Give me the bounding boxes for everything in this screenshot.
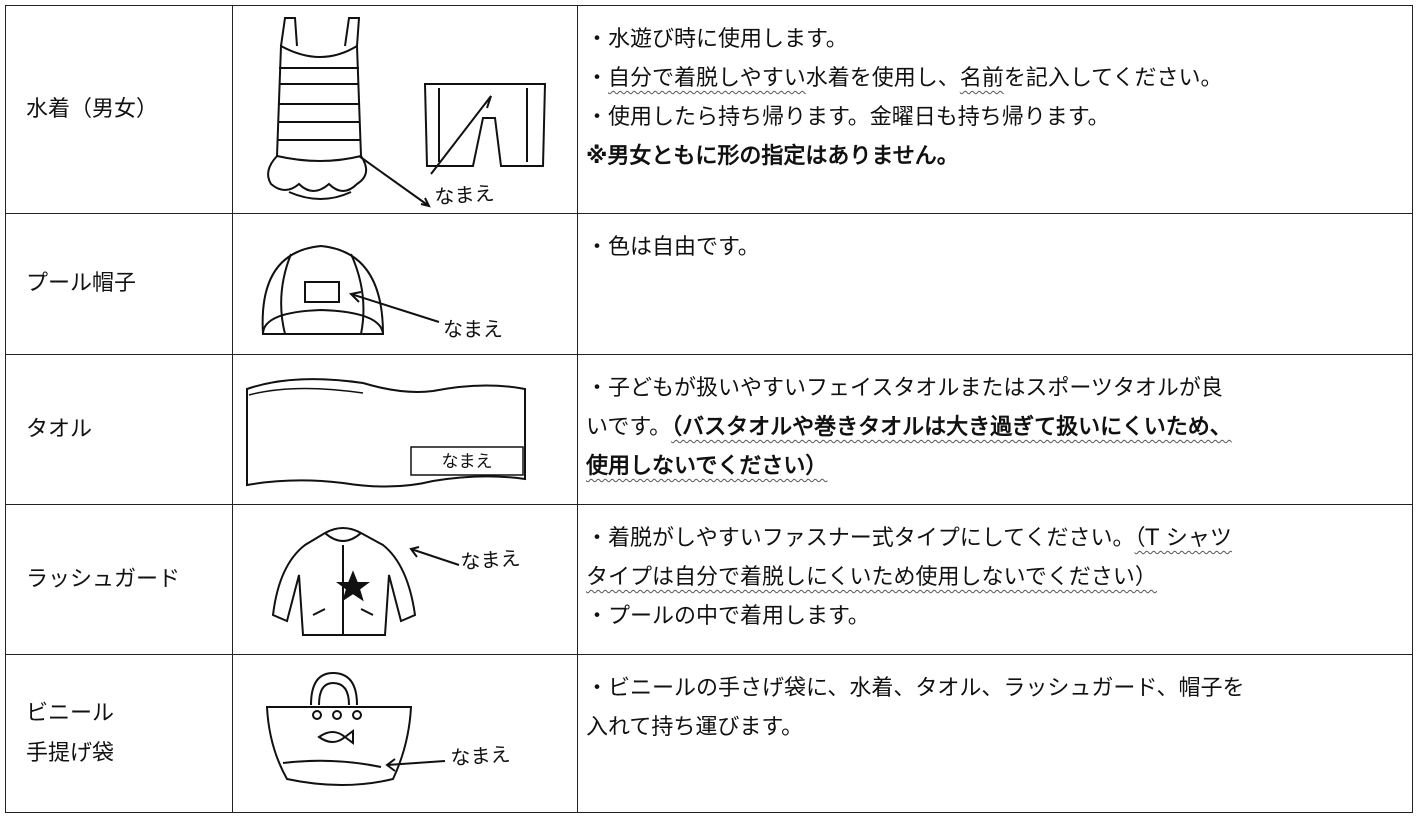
picture-cell: なまえ	[233, 505, 578, 655]
description-cell: ・ビニールの手さげ袋に、水着、タオル、ラッシュガード、帽子を 入れて持ち運びます。	[578, 655, 1413, 813]
description-text: （T シャツ	[1134, 526, 1232, 551]
description-line: ・プールの中で着用します。	[586, 597, 1412, 636]
description-line: ・自分で着脱しやすい水着を使用し、名前を記入してください。	[586, 59, 1412, 98]
picture-cell: なまえ	[233, 6, 578, 214]
description-line: タイプは自分で着脱しにくいため使用しないでください）	[586, 558, 1412, 597]
description-line: ・使用したら持ち帰ります。金曜日も持ち帰ります。	[586, 98, 1412, 137]
description-text: を記入してください。	[1003, 66, 1223, 91]
description-line: ※男女ともに形の指定はありません。	[586, 137, 1412, 176]
description-text: ・ビニールの手さげ袋に、水着、タオル、ラッシュガード、帽子を	[586, 676, 1245, 701]
picture-cell: なまえ	[233, 655, 578, 813]
description-line: ・子どもが扱いやすいフェイスタオルまたはスポーツタオルが良	[586, 369, 1412, 408]
item-cell: タオル	[6, 355, 233, 505]
description-text: （バスタオルや巻きタオルは大き過ぎて扱いにくいため、	[671, 415, 1232, 440]
description-text: 水着を使用し、	[805, 66, 960, 91]
name-tag: なまえ	[450, 742, 512, 770]
name-tag: なまえ	[443, 317, 503, 341]
description-cell: ・水遊び時に使用します。 ・自分で着脱しやすい水着を使用し、名前を記入してください…	[578, 6, 1413, 214]
item-cell: 水着（男女）	[6, 6, 233, 214]
description-text: いです。	[586, 415, 672, 440]
item-cell: ビニール 手提げ袋	[6, 655, 233, 813]
description-text: ※男女ともに形の指定はありません。	[586, 144, 959, 169]
towel-drawing: なまえ	[246, 378, 526, 488]
description-cell: ・色は自由です。	[578, 214, 1413, 355]
description-line: ・着脱がしやすいファスナー式タイプにしてください。（T シャツ	[586, 519, 1412, 558]
item-name: タオル	[26, 416, 93, 442]
description-text: ・	[586, 66, 609, 91]
name-tag: なまえ	[442, 452, 493, 472]
item-name: ビニール	[26, 700, 115, 726]
name-tag: なまえ	[460, 546, 522, 574]
description-text: ・プールの中で着用します。	[586, 604, 870, 629]
description-text: ・着脱がしやすいファスナー式タイプにしてください。	[586, 526, 1135, 551]
description-line: 使用しないでください）	[586, 447, 1412, 486]
description-text: ・使用したら持ち帰ります。金曜日も持ち帰ります。	[586, 105, 1110, 130]
description-line: いです。（バスタオルや巻きタオルは大き過ぎて扱いにくいため、	[586, 408, 1412, 447]
item-cell: プール帽子	[6, 214, 233, 355]
description-text: ・水遊び時に使用します。	[586, 27, 848, 52]
description-text: ・子どもが扱いやすいフェイスタオルまたはスポーツタオルが良	[586, 376, 1223, 401]
description-text: ・色は自由です。	[586, 235, 760, 260]
name-tag: なまえ	[434, 181, 496, 209]
description-text: 自分で着脱しやすい	[608, 66, 806, 91]
description-line: ・ビニールの手さげ袋に、水着、タオル、ラッシュガード、帽子を	[586, 669, 1412, 708]
bag-drawing: なまえ	[265, 671, 512, 786]
item-name: ラッシュガード	[26, 566, 181, 592]
item-table: 水着（男女） なまえ ・水遊び時に使用します。 ・自分で着脱しやすい水着を使用し、…	[5, 5, 1413, 813]
picture-cell: なまえ	[233, 214, 578, 355]
jacket-drawing: なまえ	[271, 527, 522, 636]
description-cell: ・子どもが扱いやすいフェイスタオルまたはスポーツタオルが良 いです。（バスタオルや…	[578, 355, 1413, 505]
description-text: タイプは自分で着脱しにくいため使用しないでください）	[586, 565, 1157, 590]
description-line: ・水遊び時に使用します。	[586, 20, 1412, 59]
description-text: 名前	[959, 66, 1004, 91]
swimsuit-drawing: なまえ	[267, 17, 547, 209]
cap-drawing: なまえ	[261, 244, 503, 341]
item-name: 水着（男女）	[26, 96, 159, 122]
description-text: 入れて持ち運びます。	[586, 715, 804, 740]
description-text: 使用しないでください）	[586, 454, 828, 479]
item-cell: ラッシュガード	[6, 505, 233, 655]
picture-cell: なまえ	[233, 355, 578, 505]
item-name: プール帽子	[26, 271, 137, 296]
item-name: 手提げ袋	[26, 740, 115, 766]
description-line: 入れて持ち運びます。	[586, 708, 1412, 747]
description-line: ・色は自由です。	[586, 228, 1412, 267]
description-cell: ・着脱がしやすいファスナー式タイプにしてください。（T シャツタイプは自分で着脱…	[578, 505, 1413, 655]
